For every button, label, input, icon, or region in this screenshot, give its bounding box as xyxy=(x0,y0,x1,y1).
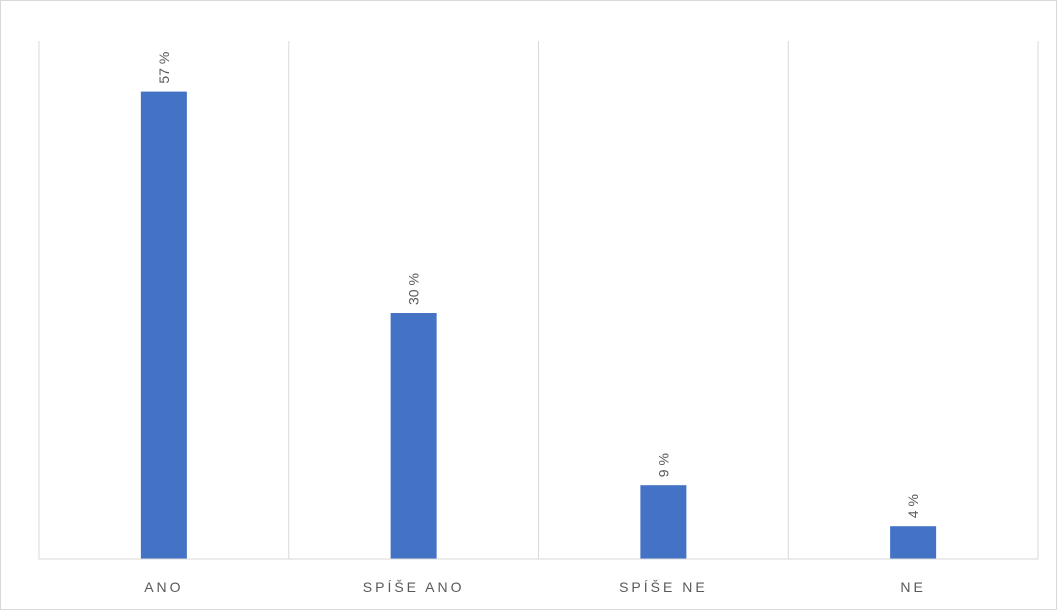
data-label-2: 30 % xyxy=(406,273,422,305)
bar-1 xyxy=(140,91,187,559)
bar-3 xyxy=(640,485,687,559)
category-label-3: SPÍŠE NE xyxy=(619,579,708,595)
category-label-1: ANO xyxy=(144,579,183,595)
bars xyxy=(140,91,937,559)
data-labels: 57 % 30 % 9 % 4 % xyxy=(156,52,921,519)
category-separators xyxy=(38,41,1039,559)
category-label-2: SPÍŠE ANO xyxy=(363,579,465,595)
category-labels: ANO SPÍŠE ANO SPÍŠE NE NE xyxy=(144,579,925,595)
bar-2 xyxy=(390,313,437,559)
data-label-3: 9 % xyxy=(655,453,671,477)
data-label-4: 4 % xyxy=(905,494,921,518)
category-label-4: NE xyxy=(900,579,925,595)
data-label-1: 57 % xyxy=(156,52,172,84)
bar-4 xyxy=(890,526,937,559)
